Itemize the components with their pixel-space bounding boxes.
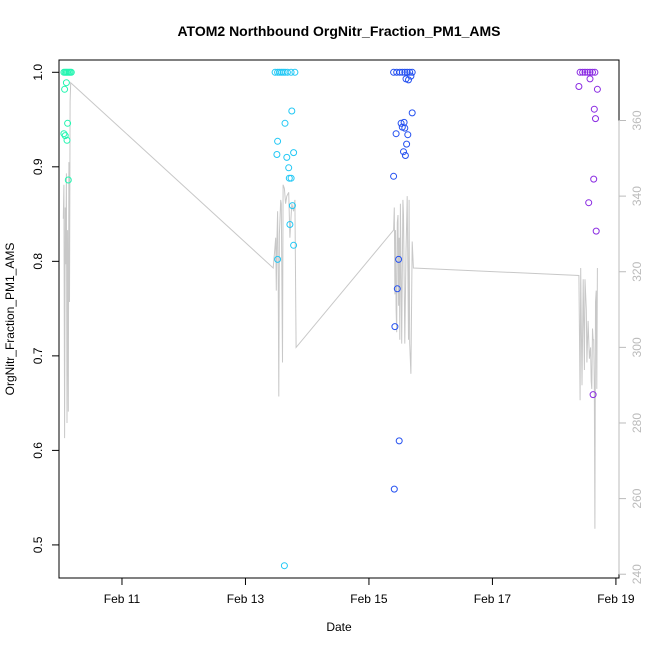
data-point xyxy=(283,68,291,76)
y-tick-label: 0.9 xyxy=(31,158,45,175)
data-point xyxy=(592,227,600,235)
y-tick-label: 0.5 xyxy=(31,536,45,553)
right-tick-label: 280 xyxy=(630,413,644,433)
data-point xyxy=(288,202,296,210)
data-point xyxy=(67,68,75,76)
x-tick-label: Feb 13 xyxy=(227,592,265,606)
data-point xyxy=(401,152,409,159)
overlay-line-group xyxy=(62,81,598,529)
data-point xyxy=(398,68,406,76)
data-point xyxy=(593,85,601,93)
data-point xyxy=(397,119,405,127)
data-point xyxy=(274,255,282,263)
plot-frame xyxy=(58,59,620,579)
data-point xyxy=(273,151,281,158)
data-point xyxy=(590,105,598,113)
right-tick-label: 260 xyxy=(630,488,644,508)
data-point xyxy=(398,123,406,131)
data-point xyxy=(590,175,598,183)
data-point xyxy=(274,137,282,145)
y-tick-label: 1.0 xyxy=(31,64,45,81)
data-point xyxy=(403,68,411,76)
data-point xyxy=(283,153,291,161)
data-point xyxy=(60,130,68,138)
data-point xyxy=(279,68,287,76)
data-point xyxy=(403,140,411,148)
right-tick-label: 340 xyxy=(630,186,644,206)
data-point xyxy=(408,109,416,117)
data-point xyxy=(405,76,412,84)
data-point xyxy=(575,83,583,90)
data-point xyxy=(291,68,299,76)
y-tick-label: 0.8 xyxy=(31,253,45,270)
data-point xyxy=(589,391,597,399)
data-point xyxy=(391,323,399,331)
data-point xyxy=(390,485,398,493)
data-point xyxy=(400,148,407,156)
data-point xyxy=(290,241,298,249)
right-tick-label: 320 xyxy=(630,261,644,281)
y-tick-label: 0.7 xyxy=(31,347,45,364)
overlay-line xyxy=(62,81,598,529)
data-point xyxy=(64,176,72,184)
data-point xyxy=(290,149,298,157)
data-point xyxy=(401,68,409,76)
data-point xyxy=(393,285,401,293)
data-point xyxy=(280,562,288,570)
data-point xyxy=(586,75,594,83)
data-point xyxy=(407,72,415,80)
data-point xyxy=(288,107,296,115)
data-point xyxy=(581,68,589,76)
data-point xyxy=(592,115,599,123)
data-point xyxy=(285,164,293,172)
data-point xyxy=(62,79,70,87)
data-point xyxy=(406,68,414,76)
chart-title: ATOM2 Northbound OrgNitr_Fraction_PM1_AM… xyxy=(177,23,500,39)
data-point xyxy=(584,68,591,76)
x-tick-label: Feb 15 xyxy=(350,592,388,606)
data-point xyxy=(392,130,400,138)
data-point xyxy=(576,68,584,76)
data-point xyxy=(579,68,587,76)
data-point xyxy=(281,119,289,127)
data-point xyxy=(61,85,69,93)
right-tick-label: 240 xyxy=(630,564,644,584)
x-axis-label: Date xyxy=(326,620,352,634)
data-point xyxy=(404,131,412,139)
data-point xyxy=(287,174,295,182)
y-axis: 0.5 0.6 0.7 0.8 0.9 1.0 xyxy=(31,64,59,553)
data-point xyxy=(585,199,593,207)
data-point xyxy=(64,119,72,127)
data-points-group xyxy=(60,68,601,570)
x-tick-label: Feb 19 xyxy=(597,592,635,606)
right-tick-label: 360 xyxy=(630,110,644,130)
data-point xyxy=(589,68,596,76)
data-point xyxy=(408,68,416,76)
data-point xyxy=(395,255,403,263)
x-tick-label: Feb 17 xyxy=(474,592,512,606)
data-point xyxy=(395,437,403,445)
y-tick-label: 0.6 xyxy=(31,442,45,459)
data-point xyxy=(287,68,295,76)
x-tick-label: Feb 11 xyxy=(104,592,141,606)
data-point xyxy=(63,136,71,144)
data-point xyxy=(591,68,599,76)
data-point xyxy=(396,68,404,76)
data-point xyxy=(286,221,294,228)
data-point xyxy=(61,132,69,140)
data-point xyxy=(390,172,398,180)
right-tick-label: 300 xyxy=(630,337,644,357)
data-point xyxy=(586,68,594,76)
y-axis-label: OrgNitr_Fraction_PM1_AMS xyxy=(3,243,17,396)
right-y-axis: 240 260 280 300 320 340 360 xyxy=(618,110,644,584)
x-axis: Feb 11 Feb 13 Feb 15 Feb 17 Feb 19 xyxy=(104,578,635,606)
